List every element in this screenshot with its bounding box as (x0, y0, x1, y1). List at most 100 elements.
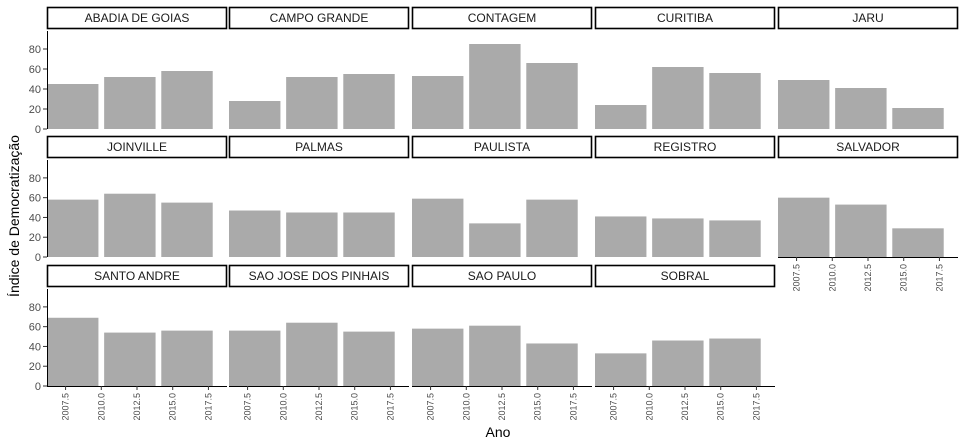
x-tick-label-sao-jose-dos-pinhais-1: 2010.0 (278, 393, 288, 421)
facet-strip-palmas (228, 135, 410, 159)
bar-sobral-2008 (595, 353, 647, 386)
bar-palmas-2012 (286, 212, 338, 257)
bar-curitiba-2012 (652, 67, 704, 129)
x-tick-label-santo-andre-1: 2010.0 (96, 393, 106, 421)
facet-strip-paulista (411, 135, 593, 159)
bar-jaru-2016 (892, 108, 944, 129)
bar-joinville-2008 (47, 199, 99, 257)
bar-abadia-de-goias-2008 (47, 84, 99, 129)
y-tick-label-row-2-40: 40 (29, 212, 41, 224)
x-tick-label-sobral-2: 2012.5 (680, 393, 690, 421)
bar-salvador-2008 (778, 197, 830, 257)
x-tick-label-salvador-4: 2017.5 (934, 264, 944, 292)
bar-curitiba-2016 (709, 73, 761, 129)
bar-contagem-2008 (412, 76, 464, 129)
x-tick-label-sobral-4: 2017.5 (751, 393, 761, 421)
facet-label-palmas: PALMAS (295, 140, 343, 154)
x-tick-label-sobral-0: 2007.5 (609, 393, 619, 421)
bar-salvador-2012 (835, 204, 887, 257)
y-tick-label-row-3-40: 40 (29, 341, 41, 353)
facet-strip-jaru (777, 6, 959, 30)
facet-label-paulista: PAULISTA (474, 140, 530, 154)
bar-jaru-2012 (835, 88, 887, 129)
x-tick-label-sao-jose-dos-pinhais-4: 2017.5 (385, 393, 395, 421)
bar-campo-grande-2016 (343, 74, 395, 129)
facet-strip-sobral (594, 264, 776, 288)
bar-sobral-2016 (709, 338, 761, 386)
x-tick-label-santo-andre-3: 2015.0 (168, 393, 178, 421)
bar-registro-2012 (652, 218, 704, 257)
facet-label-curitiba: CURITIBA (657, 11, 713, 25)
facet-strip-santo-andre (46, 264, 228, 288)
facet-strip-campo-grande (228, 6, 410, 30)
y-tick-label-row-1-60: 60 (29, 64, 41, 76)
x-tick-label-sao-jose-dos-pinhais-3: 2015.0 (350, 393, 360, 421)
bar-santo-andre-2012 (104, 332, 156, 386)
x-tick-label-salvador-3: 2015.0 (899, 264, 909, 292)
bar-paulista-2016 (526, 199, 578, 257)
y-tick-label-row-3-60: 60 (29, 322, 41, 334)
y-tick-label-row-1-20: 20 (29, 104, 41, 116)
x-tick-label-sao-paulo-4: 2017.5 (568, 393, 578, 421)
facet-label-contagem: CONTAGEM (468, 11, 536, 25)
bar-contagem-2016 (526, 63, 578, 129)
x-tick-label-sao-paulo-3: 2015.0 (533, 393, 543, 421)
bar-santo-andre-2016 (161, 330, 213, 386)
facet-strip-contagem (411, 6, 593, 30)
facet-label-salvador: SALVADOR (836, 140, 900, 154)
x-tick-label-sao-jose-dos-pinhais-2: 2012.5 (314, 393, 324, 421)
facet-strip-curitiba (594, 6, 776, 30)
bar-sao-paulo-2012 (469, 325, 521, 386)
x-tick-label-sao-paulo-1: 2010.0 (461, 393, 471, 421)
bar-sao-jose-dos-pinhais-2008 (229, 330, 281, 386)
facet-strip-salvador (777, 135, 959, 159)
bar-campo-grande-2012 (286, 77, 338, 129)
bar-sao-paulo-2016 (526, 343, 578, 386)
bar-paulista-2012 (469, 223, 521, 257)
bar-abadia-de-goias-2012 (104, 77, 156, 129)
bar-salvador-2016 (892, 228, 944, 257)
x-tick-label-salvador-0: 2007.5 (792, 264, 802, 292)
bar-joinville-2016 (161, 202, 213, 257)
y-tick-label-row-3-20: 20 (29, 361, 41, 373)
facet-strip-joinville (46, 135, 228, 159)
x-tick-label-salvador-1: 2010.0 (827, 264, 837, 292)
facet-label-jaru: JARU (852, 11, 883, 25)
facet-label-joinville: JOINVILLE (107, 140, 167, 154)
bar-palmas-2016 (343, 212, 395, 257)
y-tick-label-row-2-20: 20 (29, 232, 41, 244)
facet-label-sobral: SOBRAL (661, 269, 710, 283)
facet-label-sao-paulo: SAO PAULO (468, 269, 536, 283)
bar-santo-andre-2008 (47, 317, 99, 386)
y-tick-label-row-3-0: 0 (35, 381, 41, 393)
bar-registro-2008 (595, 216, 647, 257)
facet-label-abadia-de-goias: ABADIA DE GOIAS (85, 11, 190, 25)
y-tick-label-row-2-0: 0 (35, 252, 41, 264)
x-tick-label-sao-paulo-0: 2007.5 (426, 393, 436, 421)
facet-label-santo-andre: SANTO ANDRE (94, 269, 180, 283)
x-tick-label-sao-paulo-2: 2012.5 (497, 393, 507, 421)
x-tick-label-santo-andre-0: 2007.5 (61, 393, 71, 421)
bar-jaru-2008 (778, 80, 830, 129)
bar-sobral-2012 (652, 340, 704, 386)
facet-strip-sao-jose-dos-pinhais (228, 264, 410, 288)
facet-label-registro: REGISTRO (654, 140, 717, 154)
facet-strip-sao-paulo (411, 264, 593, 288)
y-tick-label-row-1-80: 80 (29, 44, 41, 56)
y-tick-label-row-2-60: 60 (29, 193, 41, 205)
x-tick-label-sobral-3: 2015.0 (716, 393, 726, 421)
x-tick-label-salvador-2: 2012.5 (863, 264, 873, 292)
bar-sao-paulo-2008 (412, 328, 464, 386)
bar-palmas-2008 (229, 210, 281, 257)
x-tick-label-sobral-1: 2010.0 (644, 393, 654, 421)
y-tick-label-row-1-0: 0 (35, 124, 41, 136)
bar-sao-jose-dos-pinhais-2012 (286, 322, 338, 386)
bar-joinville-2012 (104, 193, 156, 257)
bar-curitiba-2008 (595, 105, 647, 129)
y-axis-title: Índice de Democratização (6, 135, 22, 297)
y-tick-label-row-1-40: 40 (29, 84, 41, 96)
facet-label-sao-jose-dos-pinhais: SAO JOSE DOS PINHAIS (249, 269, 390, 283)
x-tick-label-santo-andre-2: 2012.5 (132, 393, 142, 421)
bar-campo-grande-2008 (229, 101, 281, 129)
